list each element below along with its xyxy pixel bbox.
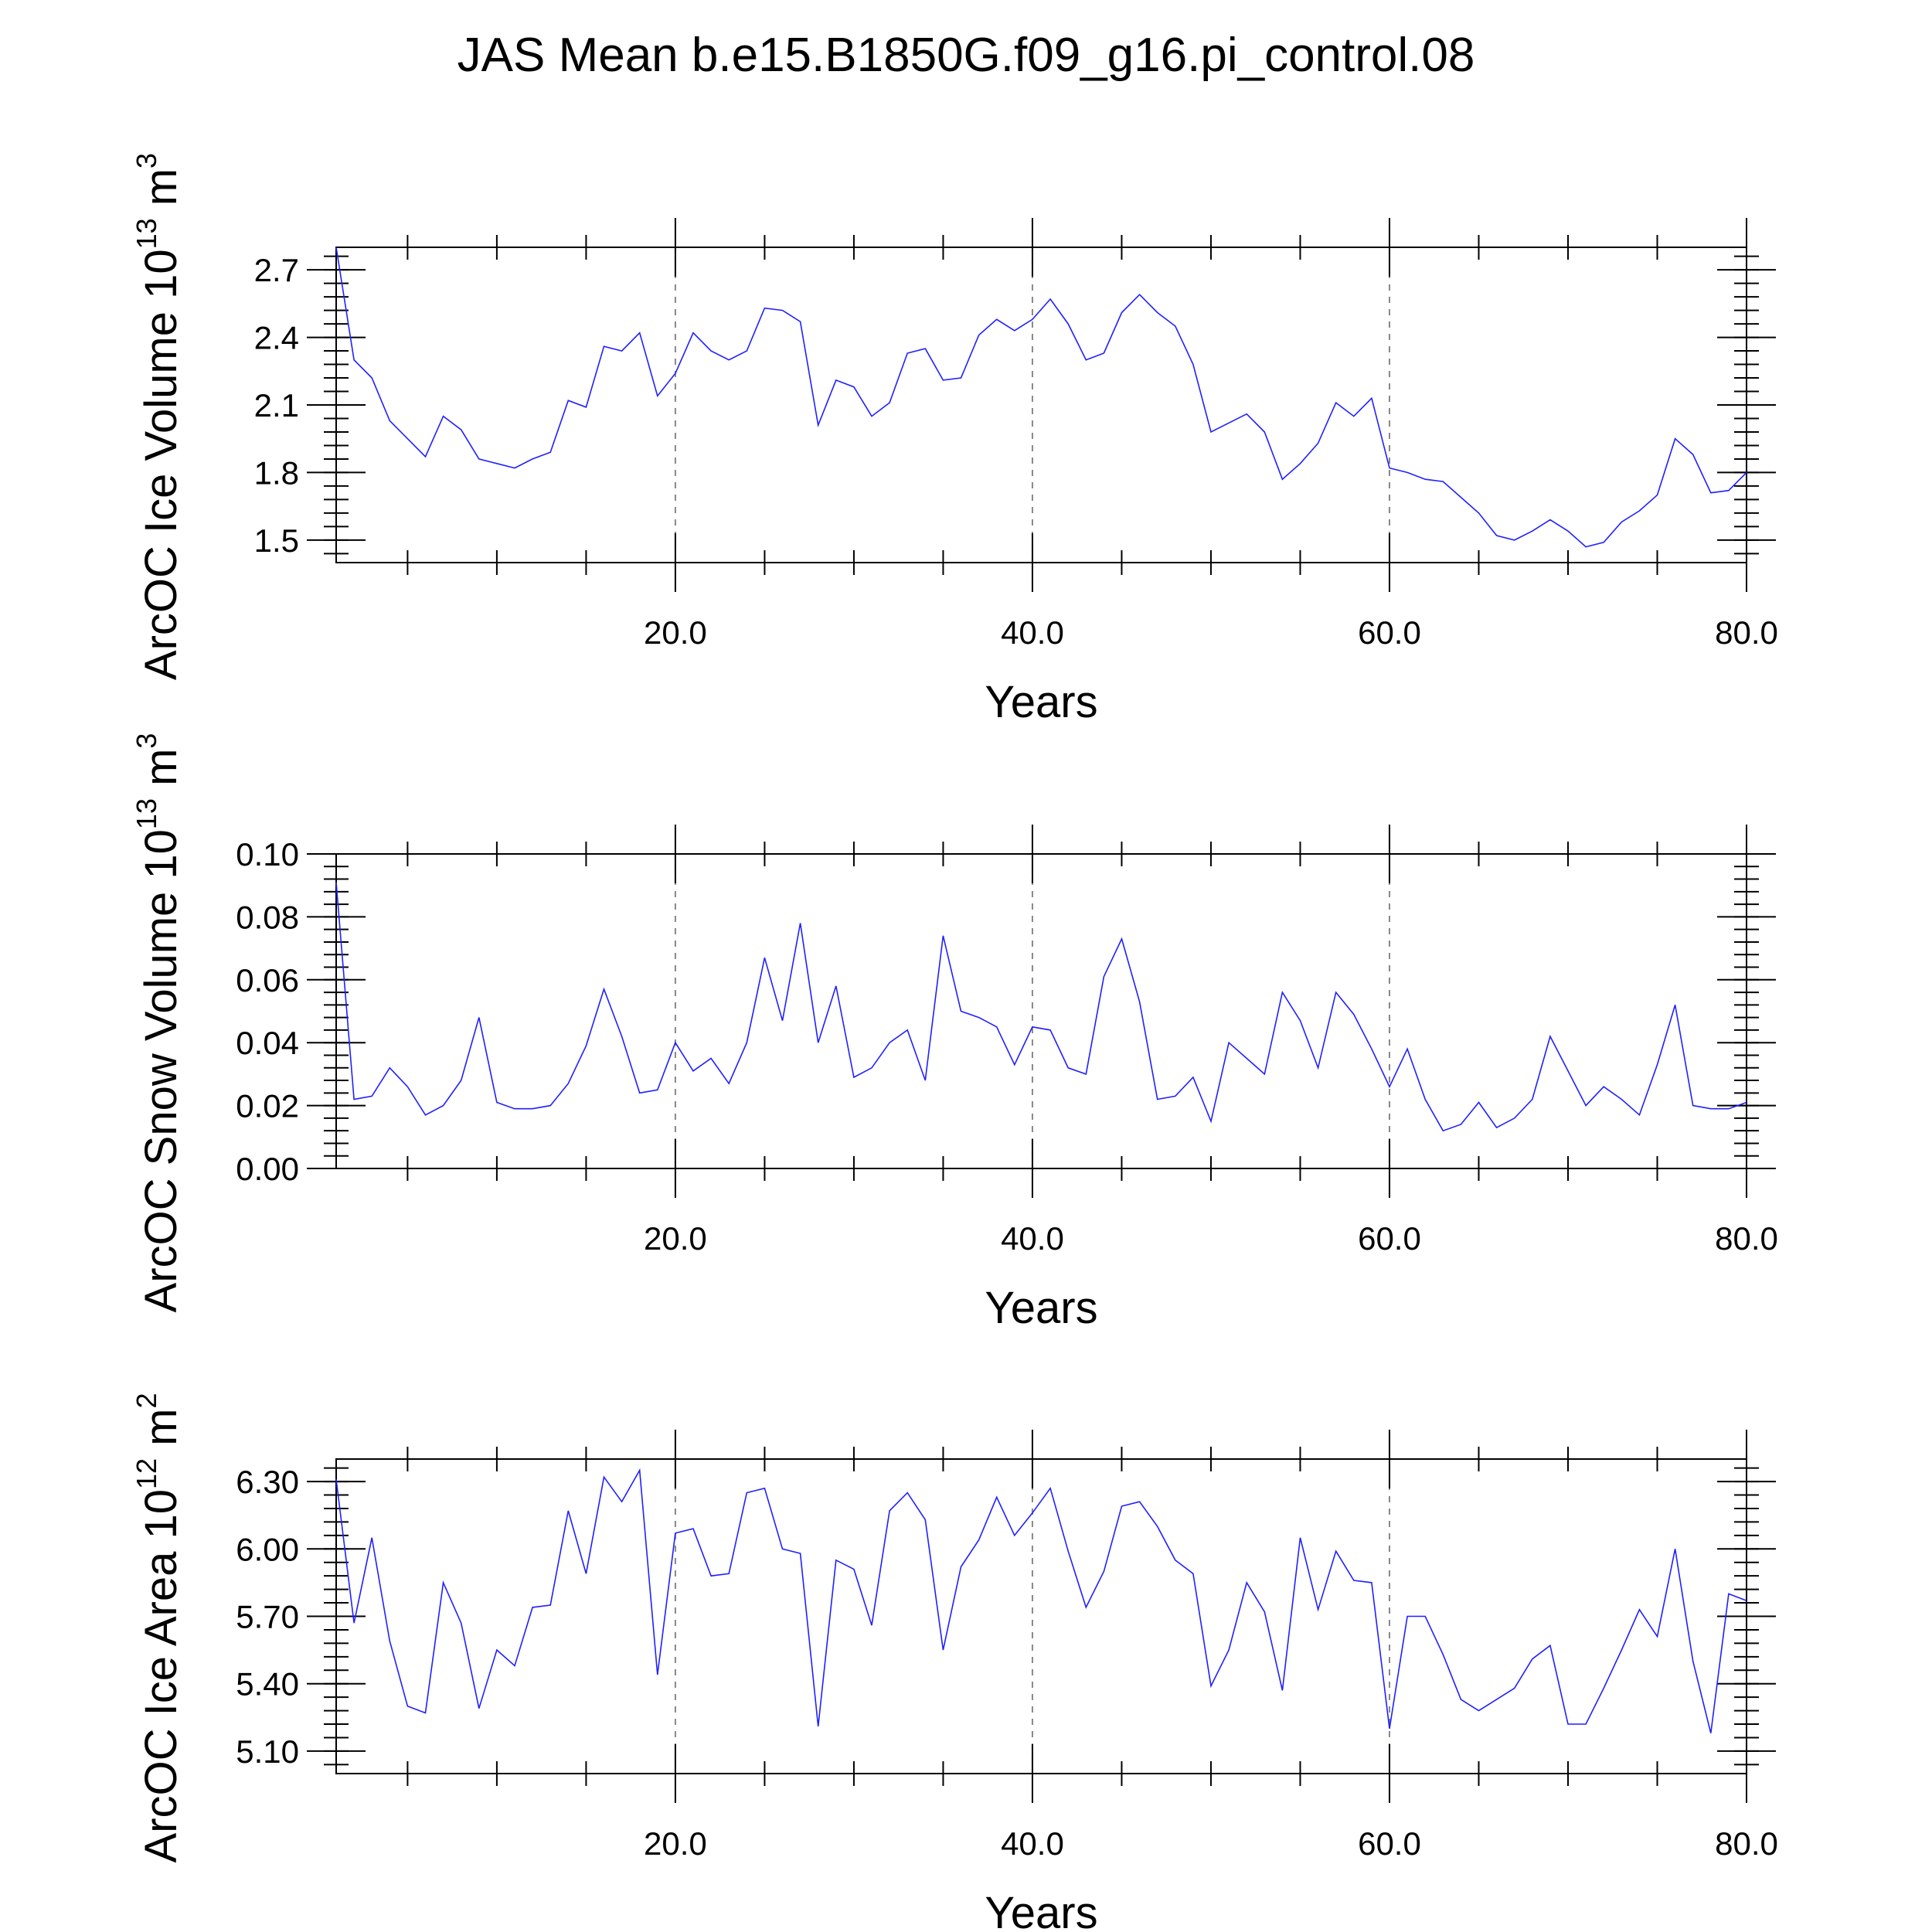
y-axis-label: ArcOC Ice Area 1012 m2	[131, 1393, 186, 1862]
y-tick-label: 0.06	[236, 962, 299, 998]
x-tick-label: 40.0	[1001, 1825, 1064, 1862]
plot-frame	[335, 1458, 1747, 1774]
y-tick-label: 1.8	[254, 454, 299, 491]
data-series-line	[335, 247, 1747, 548]
y-tick-label: 6.30	[236, 1464, 299, 1500]
x-tick-label: 80.0	[1715, 1825, 1778, 1862]
x-tick-label: 80.0	[1715, 614, 1778, 651]
y-tick-label: 5.40	[236, 1666, 299, 1702]
y-tick-label: 0.10	[236, 836, 299, 872]
x-tick-label: 40.0	[1001, 614, 1064, 651]
y-tick-label: 0.02	[236, 1088, 299, 1124]
y-tick-label: 2.7	[254, 252, 299, 288]
x-tick-label: 40.0	[1001, 1220, 1064, 1257]
x-tick-label: 20.0	[644, 614, 707, 651]
y-tick-label: 0.04	[236, 1025, 299, 1061]
figure-title: JAS Mean b.e15.B1850G.f09_g16.pi_control…	[457, 29, 1475, 82]
x-axis-label: Years	[985, 1283, 1097, 1333]
y-axis-label: ArcOC Snow Volume 1013 m3	[131, 733, 186, 1313]
plot-panel-1: 1.5 1.8 2.1 2.4 2.7 20.0 40.0 60.0 80.0 Years ArcO…	[131, 153, 1778, 727]
x-tick-label: 20.0	[644, 1825, 707, 1862]
y-tick-label: 2.4	[254, 320, 299, 356]
y-tick-label: 6.00	[236, 1531, 299, 1567]
y-tick-label: 0.00	[236, 1151, 299, 1187]
plot-frame	[335, 247, 1747, 563]
panels: 1.5 1.8 2.1 2.4 2.7 20.0 40.0 60.0 80.0 Years ArcO…	[131, 153, 1778, 1932]
x-tick-label: 20.0	[644, 1220, 707, 1257]
y-tick-label: 2.1	[254, 387, 299, 423]
x-axis-label: Years	[985, 1888, 1097, 1932]
x-axis-label: Years	[985, 677, 1097, 727]
data-series-line	[335, 882, 1747, 1132]
x-tick-label: 80.0	[1715, 1220, 1778, 1257]
y-axis-label: ArcOC Ice Volume 1013 m3	[131, 153, 186, 680]
y-tick-label: 0.08	[236, 899, 299, 935]
plot-panel-2: 0.00 0.02 0.04 0.06 0.08 0.10 20.0 40.0 60.0 80.0…	[131, 733, 1778, 1333]
x-tick-label: 60.0	[1358, 1220, 1421, 1257]
data-series-line	[335, 1468, 1747, 1733]
y-tick-label: 5.70	[236, 1599, 299, 1635]
plot-frame	[335, 853, 1747, 1169]
y-tick-label: 5.10	[236, 1733, 299, 1770]
x-tick-label: 60.0	[1358, 614, 1421, 651]
x-tick-label: 60.0	[1358, 1825, 1421, 1862]
plot-panel-3: 5.10 5.40 5.70 6.00 6.30 20.0 40.0 60.0 80.0 Year…	[131, 1393, 1778, 1932]
y-tick-label: 1.5	[254, 522, 299, 559]
